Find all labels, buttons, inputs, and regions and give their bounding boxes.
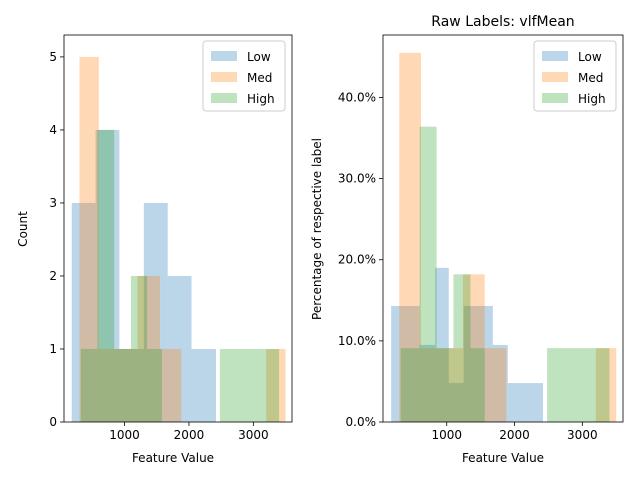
left-y-tick-label: 2: [49, 269, 57, 283]
right-axes-frame: [382, 34, 624, 423]
right-x-tick-label: 2000: [499, 428, 530, 442]
right-bar-high: [599, 348, 610, 422]
right-legend-swatch-med: [542, 72, 568, 82]
right-legend: Low Med High: [533, 40, 617, 112]
left-bar-low: [119, 348, 144, 422]
right-bar-med: [420, 348, 439, 422]
left-bar-high: [147, 348, 162, 422]
left-bar-med: [137, 275, 160, 422]
right-legend-label-low: Low: [578, 50, 602, 64]
right-y-axis-label: Percentage of respective label: [310, 138, 324, 320]
right-y-tick-label: 20.0%: [338, 253, 376, 267]
left-bar-med: [266, 348, 286, 422]
left-bar-med: [98, 348, 119, 422]
left-bar-low: [71, 202, 96, 422]
right-x-axis-label: Feature Value: [462, 451, 544, 465]
right-legend-label-high: High: [578, 92, 606, 106]
right-y-tick-label: 30.0%: [338, 172, 376, 186]
left-y-tick-label: 1: [49, 342, 57, 356]
right-histogram-panel: Raw Labels: vlfMean 1000 2000 3000 0.0% 10.0…: [310, 14, 624, 465]
left-bar-high: [269, 348, 280, 422]
left-axes-frame: [63, 34, 293, 423]
right-bar-low: [448, 383, 464, 422]
right-y-tick-label: 0.0%: [346, 415, 377, 429]
right-legend-box: [533, 40, 617, 112]
left-bar-med: [118, 348, 138, 422]
left-legend-label-med: Med: [247, 71, 272, 85]
right-bar-med: [595, 348, 617, 422]
right-bar-high: [436, 348, 454, 422]
left-bar-high: [130, 275, 148, 422]
right-bar-low: [391, 305, 420, 422]
left-legend-label-low: Low: [247, 50, 271, 64]
right-bar-high: [419, 126, 437, 422]
left-y-tick-label: 5: [49, 50, 57, 64]
right-legend-label-med: Med: [578, 71, 603, 85]
right-bar-high: [453, 274, 471, 422]
left-legend-swatch-low: [211, 51, 237, 61]
left-x-tick-label: 3000: [238, 428, 269, 442]
left-y-tick-label: 3: [49, 196, 57, 210]
left-bar-med: [79, 56, 99, 422]
right-bar-low: [463, 305, 493, 422]
left-legend-label-high: High: [247, 92, 275, 106]
right-bar-med: [463, 274, 485, 422]
right-bar-med: [438, 348, 463, 422]
left-histogram-panel: 1000 2000 3000 0 1 2 3 4 5 Low Med High Feature Val…: [16, 34, 293, 465]
right-bar-low: [419, 344, 436, 422]
right-legend-swatch-high: [542, 93, 568, 103]
right-bar-med: [484, 348, 507, 422]
left-y-tick-label: 0: [49, 415, 57, 429]
right-bar-low: [507, 383, 543, 422]
right-y-tick-label: 10.0%: [338, 334, 376, 348]
left-bar-high: [80, 348, 98, 422]
left-plot-area: 1000 2000 3000 0 1 2 3 4 5 Low Med High: [49, 34, 293, 442]
left-y-tick-label: 4: [49, 123, 57, 137]
left-bar-low: [95, 129, 120, 422]
right-bar-low: [435, 267, 449, 422]
left-bar-med: [159, 348, 182, 422]
left-legend-swatch-high: [211, 93, 237, 103]
left-bar-high: [219, 348, 270, 422]
right-legend-swatch-low: [542, 51, 568, 61]
left-legend-box: [202, 40, 286, 112]
left-legend: Low Med High: [202, 40, 286, 112]
left-x-axis-label: Feature Value: [132, 451, 214, 465]
left-bar-high: [97, 129, 115, 422]
left-bar-low: [167, 275, 192, 422]
right-chart-title: Raw Labels: vlfMean: [431, 14, 574, 30]
left-bar-low: [191, 348, 216, 422]
right-bar-high: [547, 348, 600, 422]
left-y-axis-label: Count: [16, 211, 30, 247]
left-x-tick-label: 1000: [109, 428, 140, 442]
right-bar-med: [399, 52, 421, 422]
right-x-tick-label: 1000: [431, 428, 462, 442]
left-bar-high: [114, 348, 131, 422]
left-x-tick-label: 2000: [174, 428, 205, 442]
right-bar-low: [492, 344, 508, 422]
right-plot-area: 1000 2000 3000 0.0% 10.0% 20.0% 30.0% 40.0% Low M…: [338, 34, 624, 442]
left-legend-swatch-med: [211, 72, 237, 82]
right-bar-high: [470, 348, 485, 422]
right-y-tick-label: 40.0%: [338, 90, 376, 104]
left-bar-low: [143, 202, 168, 422]
right-x-tick-label: 3000: [567, 428, 598, 442]
right-bar-high: [400, 348, 420, 422]
